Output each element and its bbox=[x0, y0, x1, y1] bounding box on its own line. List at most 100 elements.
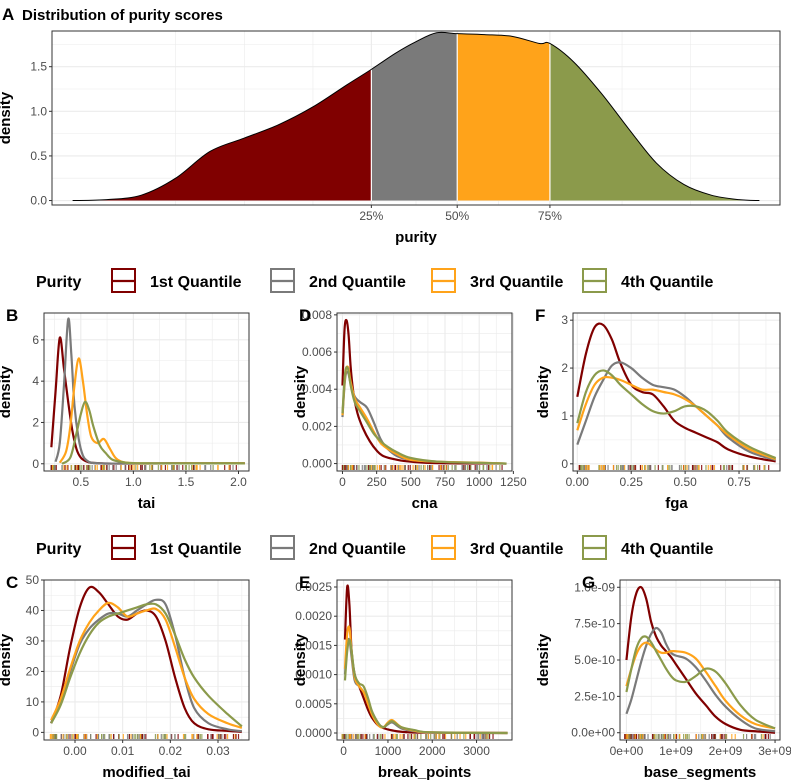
y-tick-label: 40 bbox=[26, 603, 40, 617]
y-axis-title: density bbox=[292, 633, 309, 686]
x-tick-label: 0.02 bbox=[159, 744, 183, 758]
panel-f-border bbox=[572, 312, 781, 472]
series-line-q4 bbox=[61, 400, 245, 465]
y-tick-label: 30 bbox=[26, 634, 40, 648]
y-tick-label: 7.5e-10 bbox=[574, 617, 615, 631]
y-tick-label: 20 bbox=[26, 664, 40, 678]
rug-marks bbox=[50, 465, 237, 470]
legend-label-q1: 1st Quantile bbox=[150, 274, 242, 291]
series-line-q4 bbox=[341, 365, 507, 465]
x-tick-label: 0.03 bbox=[206, 744, 230, 758]
x-tick-label: 0 bbox=[339, 475, 346, 489]
y-tick-label: 0.0e+00 bbox=[571, 726, 615, 740]
x-tick-label: 3e+09 bbox=[758, 744, 791, 758]
y-tick-label: 0.0025 bbox=[295, 580, 332, 594]
legend-label-q2: 2nd Quantile bbox=[309, 274, 406, 291]
panel-label: F bbox=[535, 306, 545, 325]
x-axis-title: fga bbox=[665, 495, 688, 512]
series-line-q1 bbox=[343, 584, 508, 735]
y-tick-label: 1.0e-09 bbox=[574, 580, 615, 594]
density-outline bbox=[72, 31, 760, 202]
y-tick-label: 0 bbox=[32, 725, 39, 739]
legend-label-q2: 2nd Quantile bbox=[309, 541, 406, 558]
y-axis-title: density bbox=[292, 365, 309, 418]
rug-marks bbox=[341, 465, 503, 470]
y-tick-label: 2 bbox=[561, 361, 568, 375]
x-tick-label: 750 bbox=[435, 475, 455, 489]
series-group bbox=[50, 317, 245, 465]
series-line-q3 bbox=[576, 375, 777, 461]
x-tick-label: 1250 bbox=[500, 475, 527, 489]
y-tick-label: 0.002 bbox=[302, 419, 332, 433]
x-tick-label: 2.0 bbox=[230, 475, 247, 489]
density-area-q1 bbox=[72, 69, 372, 201]
x-tick-label: 500 bbox=[401, 475, 421, 489]
y-axis-title: density bbox=[0, 633, 14, 686]
y-tick-label: 0.008 bbox=[302, 308, 332, 322]
panel-label: G bbox=[582, 573, 595, 592]
y-tick-label: 1 bbox=[561, 409, 568, 423]
legend-label-q3: 3rd Quantile bbox=[470, 274, 563, 291]
series-line-q3 bbox=[50, 601, 243, 729]
series-line-q4 bbox=[343, 638, 508, 735]
rug-marks bbox=[624, 734, 771, 739]
x-tick-label: 1.0 bbox=[125, 475, 142, 489]
y-tick-label: 1.0 bbox=[30, 104, 47, 118]
y-tick-label: 4 bbox=[32, 374, 39, 388]
y-tick-label: 10 bbox=[26, 695, 40, 709]
x-tick-label: 0.75 bbox=[727, 475, 751, 489]
y-tick-label: 5.0e-10 bbox=[574, 653, 615, 667]
y-axis-title: density bbox=[535, 365, 552, 418]
panel-g: 0.0e+00 2.5e-10 5.0e-10 7.5e-10 1.0e-09 0e+00… bbox=[535, 579, 791, 781]
series-group bbox=[343, 584, 508, 735]
panel-label: D bbox=[299, 306, 311, 325]
legend-label-q3: 3rd Quantile bbox=[470, 541, 563, 558]
y-tick-label: 6 bbox=[32, 333, 39, 347]
panel-d-background bbox=[337, 313, 512, 471]
series-line-q2 bbox=[50, 598, 242, 733]
panel-c: 0 10 20 30 40 50 0.00 0.01 0.02 0.03 modified_tai d… bbox=[0, 573, 250, 781]
x-tick-label: 50% bbox=[445, 209, 469, 223]
panel-d-border bbox=[336, 312, 513, 472]
x-axis-title: break_points bbox=[378, 764, 471, 781]
series-group bbox=[625, 585, 776, 734]
legend: Purity 1st Quantile 2nd Quantile 3rd Quanti… bbox=[36, 268, 714, 293]
x-axis-title: tai bbox=[138, 495, 156, 512]
x-tick-label: 0 bbox=[340, 744, 347, 758]
series-group bbox=[576, 322, 777, 463]
x-tick-label: 2e+09 bbox=[709, 744, 743, 758]
x-tick-label: 25% bbox=[359, 209, 383, 223]
x-tick-label: 0.00 bbox=[63, 744, 87, 758]
panel-e: 0.0000 0.0005 0.0010 0.0015 0.0020 0.0025 0 100… bbox=[292, 579, 513, 781]
x-axis-title: base_segments bbox=[644, 764, 757, 781]
legend-label-q1: 1st Quantile bbox=[150, 541, 242, 558]
panel-f: 0 1 2 3 0.00 0.25 0.50 0.75 fga density bbox=[535, 312, 781, 512]
panel-e-border bbox=[336, 579, 513, 741]
x-tick-label: 3000 bbox=[463, 744, 490, 758]
y-tick-label: 0.004 bbox=[302, 382, 332, 396]
x-tick-label: 1000 bbox=[375, 744, 402, 758]
legend-label-q4: 4th Quantile bbox=[621, 274, 714, 291]
y-tick-label: 50 bbox=[26, 573, 40, 587]
y-axis-title: density bbox=[535, 633, 552, 686]
x-tick-label: 1e+09 bbox=[659, 744, 693, 758]
series-line-q2 bbox=[625, 626, 776, 733]
panel-label: A bbox=[2, 5, 14, 24]
series-line-q1 bbox=[341, 318, 507, 465]
y-tick-label: 0.006 bbox=[302, 345, 332, 359]
y-tick-label: 3 bbox=[561, 313, 568, 327]
x-tick-label: 75% bbox=[538, 209, 562, 223]
density-area-q4 bbox=[549, 43, 760, 201]
legend-title: Purity bbox=[36, 541, 81, 558]
y-tick-label: 0 bbox=[32, 457, 39, 471]
density-area-q3 bbox=[457, 33, 550, 201]
legend-label-q4: 4th Quantile bbox=[621, 541, 714, 558]
y-tick-label: 2 bbox=[32, 415, 39, 429]
y-tick-label: 1.5 bbox=[30, 60, 47, 74]
y-tick-label: 0 bbox=[561, 457, 568, 471]
density-area-q2 bbox=[371, 32, 458, 201]
panel-b: 0 2 4 6 0.5 1.0 1.5 2.0 tai density bbox=[0, 312, 250, 512]
panel-a: 0.0 0.5 1.0 1.5 25% 50% 75% purity density bbox=[0, 30, 781, 246]
x-tick-label: 2000 bbox=[419, 744, 446, 758]
